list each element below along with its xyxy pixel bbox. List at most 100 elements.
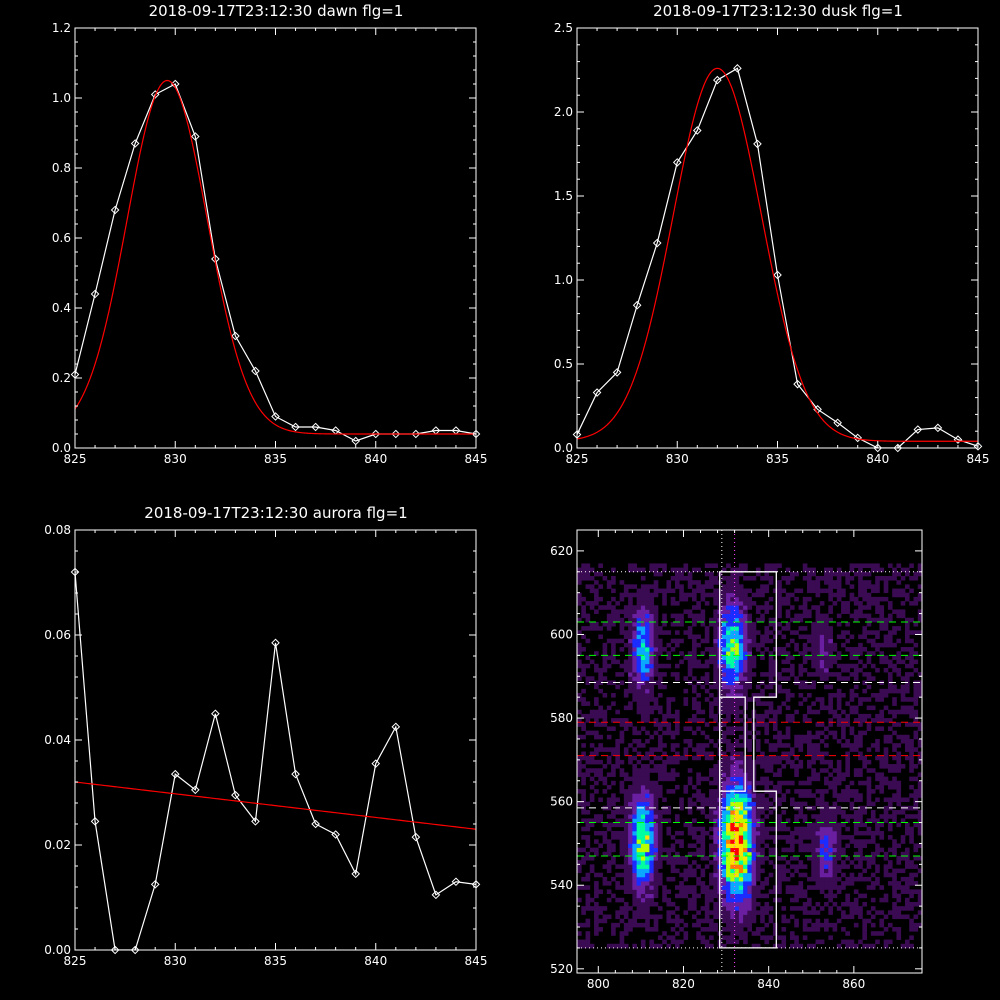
heatmap-cell [798,692,804,698]
heatmap-cell [636,709,642,715]
heatmap-cell [913,667,919,673]
heatmap-cell [628,584,633,589]
heatmap-cell [875,563,880,569]
heatmap-cell [747,835,753,840]
heatmap-cell [841,793,846,798]
heatmap-cell [653,881,659,886]
heatmap-cell [577,567,582,573]
heatmap-cell [879,897,885,903]
heatmap-cell [798,839,804,844]
heatmap-cell [798,801,804,807]
heatmap-cell [645,801,650,807]
heatmap-cell [887,601,893,606]
heatmap-cell [841,601,846,606]
heatmap-cell [657,722,663,727]
heatmap-cell [653,718,659,723]
heatmap-cell [594,759,599,765]
heatmap-cell [726,851,731,857]
heatmap-cell [904,592,910,598]
heatmap-cell [764,738,770,744]
y-tick-label: 2.0 [554,105,573,119]
heatmap-cell [674,663,680,669]
heatmap-cell [824,575,829,581]
heatmap-cell [845,835,850,840]
heatmap-cell [738,839,744,844]
heatmap-cell [887,826,893,832]
heatmap-cell [623,621,629,627]
heatmap-cell [589,730,595,736]
heatmap-cell [730,634,735,640]
heatmap-cell [849,801,855,807]
heatmap-cell [781,939,787,945]
heatmap-cell [653,830,659,836]
heatmap-cell [674,638,680,644]
heatmap-cell [870,651,876,656]
heatmap-cell [892,868,897,874]
heatmap-cell [594,718,599,723]
heatmap-cell [913,722,919,727]
heatmap-cell [824,835,829,840]
heatmap-cell [636,868,642,874]
heatmap-cell [713,601,718,606]
heatmap-cell [904,705,910,711]
heatmap-cell [870,906,876,911]
heatmap-cell [640,655,646,660]
heatmap-cell [649,638,655,644]
heatmap-cell [913,855,919,861]
heatmap-cell [738,901,744,907]
heatmap-cell [734,642,740,648]
heatmap-cell [721,901,727,907]
heatmap-cell [760,830,765,836]
heatmap-cell [653,588,659,594]
heatmap-cell [666,642,672,648]
heatmap-cell [726,713,731,719]
heatmap-cell [811,659,816,665]
heatmap-cell [879,575,885,581]
heatmap-cell [632,621,638,627]
heatmap-cell [815,776,821,782]
heatmap-cell [849,709,855,715]
heatmap-cell [807,789,812,794]
heatmap-cell [704,734,710,740]
heatmap-cell [653,780,659,786]
heatmap-cell [798,617,804,623]
heatmap-cell [662,563,667,569]
heatmap-cell [730,638,735,644]
heatmap-cell [858,814,863,819]
heatmap-cell [585,584,591,589]
x-tick-label: 840 [364,452,387,466]
heatmap-cell [577,663,582,669]
heatmap-cell [649,897,655,903]
heatmap-cell [751,797,757,803]
heatmap-cell [743,860,748,865]
heatmap-cell [794,889,799,894]
heatmap-cell [657,684,663,690]
heatmap-cell [777,801,782,807]
heatmap-cell [692,596,697,602]
heatmap-cell [781,780,787,786]
heatmap-cell [628,864,633,869]
heatmap-cell [824,613,829,619]
heatmap-cell [704,663,710,669]
heatmap-cell [585,801,591,807]
heatmap-cell [640,855,646,861]
heatmap-cell [713,609,718,614]
heatmap-cell [636,851,642,857]
heatmap-cell [696,935,701,940]
heatmap-cell [615,835,620,840]
heatmap-cell [640,701,646,706]
heatmap-cell [687,801,693,807]
heatmap-cell [692,634,697,640]
heatmap-cell [662,672,667,677]
heatmap-cell [696,701,701,706]
heatmap-cell [636,860,642,865]
heatmap-cell [674,772,680,777]
heatmap-cell [798,780,804,786]
heatmap-cell [849,743,855,748]
heatmap-cell [581,801,586,807]
heatmap-cell [632,563,638,569]
heatmap-cell [581,713,586,719]
heatmap-cell [858,647,863,652]
heatmap-cell [726,692,731,698]
heatmap-cell [747,784,753,790]
